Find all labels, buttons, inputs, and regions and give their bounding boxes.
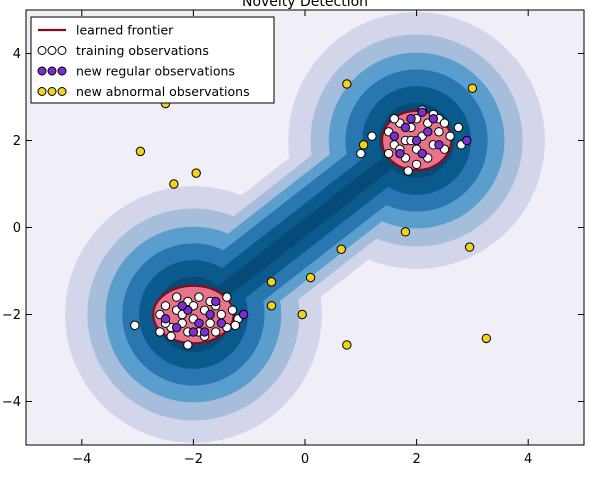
data-point <box>406 114 416 124</box>
legend-item: training observations <box>37 43 209 58</box>
data-point <box>462 135 472 146</box>
data-point <box>216 309 227 320</box>
data-point <box>417 148 427 159</box>
data-point <box>411 135 422 146</box>
y-tick-label: 2 <box>13 134 21 149</box>
series-new-regular-observations <box>160 107 472 337</box>
legend-item: learned frontier <box>38 23 174 38</box>
data-point <box>336 244 346 254</box>
data-point <box>439 118 450 128</box>
data-point <box>403 166 413 176</box>
data-point <box>191 168 201 178</box>
data-point <box>434 127 444 137</box>
data-point <box>230 320 240 331</box>
legend-marker-swatch <box>37 46 47 55</box>
y-tick-label: 4 <box>13 47 21 62</box>
y-tick-label: 0 <box>13 221 21 236</box>
data-point <box>400 122 411 133</box>
data-point <box>177 301 187 311</box>
data-point <box>481 333 492 344</box>
y-tick-label: −4 <box>2 395 21 410</box>
data-point <box>342 79 352 89</box>
data-point <box>266 301 277 311</box>
legend: learned frontier training observations new… <box>30 16 275 104</box>
data-point <box>358 140 369 150</box>
data-point <box>135 146 146 157</box>
data-point <box>183 340 193 350</box>
data-point <box>464 242 475 252</box>
legend-marker-swatch <box>47 66 57 76</box>
series-new-abnormal-observations <box>135 79 492 350</box>
data-point <box>400 227 411 237</box>
data-point <box>428 114 439 124</box>
data-point <box>434 140 444 150</box>
data-point <box>160 301 171 311</box>
x-tick-label: −4 <box>72 452 91 467</box>
data-point <box>169 179 179 189</box>
data-point <box>160 314 171 324</box>
x-tick-label: −2 <box>184 452 203 467</box>
legend-label: learned frontier <box>76 23 174 38</box>
data-point <box>356 148 366 159</box>
data-point <box>211 327 221 337</box>
y-tick-label: −2 <box>2 308 21 323</box>
legend-marker-swatch <box>57 46 67 55</box>
data-point <box>305 272 316 283</box>
data-point <box>216 318 227 328</box>
legend-label: training observations <box>76 43 209 58</box>
data-point <box>389 114 399 124</box>
legend-marker-swatch <box>57 66 67 76</box>
legend-item: new regular observations <box>37 64 235 79</box>
data-point <box>238 309 249 320</box>
legend-item: new abnormal observations <box>37 84 250 99</box>
data-point <box>453 122 464 133</box>
data-point <box>227 305 238 315</box>
legend-marker-swatch <box>47 87 57 96</box>
data-point <box>155 327 165 337</box>
series-training-observations <box>130 105 466 350</box>
data-point <box>222 292 232 302</box>
data-point <box>395 148 405 159</box>
data-point <box>171 322 182 333</box>
legend-box <box>30 16 275 104</box>
axis-ticks: −4 −2 0 2 4 −4 −2 0 2 4 <box>2 10 584 467</box>
data-point <box>194 292 204 302</box>
x-tick-label: 4 <box>524 452 532 467</box>
data-point <box>188 327 199 337</box>
legend-marker-swatch <box>37 87 47 96</box>
data-point <box>367 131 377 141</box>
observation-points <box>130 79 492 350</box>
legend-label: new regular observations <box>76 64 235 79</box>
data-point <box>467 83 478 94</box>
legend-label: new abnormal observations <box>76 84 250 99</box>
data-point <box>205 318 215 328</box>
data-point <box>266 277 277 287</box>
x-tick-label: 2 <box>412 452 420 467</box>
data-point <box>130 320 140 331</box>
x-tick-label: 0 <box>301 452 309 467</box>
chart-title: Novelty Detection <box>242 0 368 10</box>
legend-marker-swatch <box>57 87 67 96</box>
legend-marker-swatch <box>47 46 57 55</box>
data-point <box>423 127 433 137</box>
data-point <box>211 296 221 307</box>
contour-bridge <box>186 133 424 322</box>
data-point <box>171 292 182 302</box>
data-point <box>445 131 455 141</box>
data-point <box>384 148 394 159</box>
data-point <box>297 309 307 320</box>
data-point <box>342 340 352 350</box>
data-point <box>411 159 422 170</box>
data-point <box>199 327 210 337</box>
data-point <box>194 318 204 328</box>
data-point <box>166 331 176 341</box>
data-point <box>389 131 399 141</box>
data-point <box>205 309 215 320</box>
data-point <box>417 107 427 117</box>
legend-marker-swatch <box>37 66 47 76</box>
